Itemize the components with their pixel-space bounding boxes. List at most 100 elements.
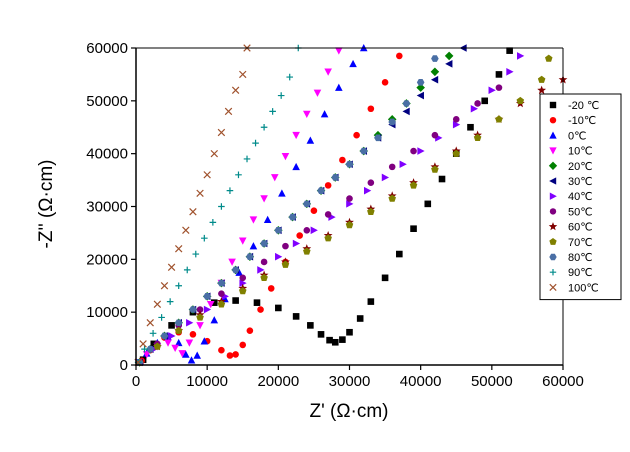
data-point: [473, 133, 482, 142]
data-point: [537, 75, 546, 83]
data-point: [226, 352, 234, 359]
data-point: [260, 258, 268, 266]
data-point: [275, 252, 283, 261]
y-tick-label: 60000: [86, 40, 128, 57]
data-point: [232, 297, 239, 304]
data-point: [193, 351, 201, 359]
data-point: [303, 247, 311, 255]
legend-label: 100℃: [568, 282, 599, 294]
data-point: [470, 104, 479, 113]
series-11: [134, 44, 302, 366]
data-point: [210, 299, 218, 306]
data-point: [381, 173, 390, 182]
data-point: [307, 322, 314, 329]
data-point: [402, 107, 410, 116]
data-point: [306, 136, 315, 144]
data-point: [495, 71, 503, 78]
data-point: [438, 175, 446, 183]
data-point: [232, 351, 239, 358]
data-point: [235, 171, 242, 179]
data-point: [474, 100, 481, 107]
data-point: [243, 155, 251, 163]
data-point: [200, 337, 209, 345]
data-point: [269, 108, 276, 115]
x-tick-label: 40000: [400, 373, 442, 390]
data-point: [160, 332, 169, 340]
legend-marker: [549, 147, 557, 155]
data-point: [185, 339, 194, 347]
data-point: [444, 51, 454, 61]
data-point: [331, 174, 340, 181]
plot-layer: [134, 44, 568, 367]
legend-label: 60℃: [568, 222, 593, 234]
data-point: [153, 342, 162, 350]
x-tick-label: 60000: [542, 373, 584, 390]
y-tick-label: 0: [120, 357, 128, 374]
data-point: [506, 47, 513, 54]
data-point: [160, 282, 169, 290]
data-point: [381, 274, 389, 282]
data-point: [367, 179, 375, 187]
data-point: [174, 319, 183, 327]
data-point: [335, 83, 343, 91]
data-point: [517, 52, 525, 60]
data-point: [402, 100, 411, 107]
series-10: [135, 55, 439, 366]
data-point: [310, 226, 318, 235]
data-point: [217, 128, 226, 137]
data-point: [174, 326, 183, 334]
legend-label: 90℃: [568, 267, 593, 279]
data-point: [431, 55, 439, 62]
data-point: [228, 258, 236, 266]
data-point: [218, 203, 225, 210]
data-point: [349, 59, 357, 68]
data-point: [381, 79, 389, 86]
data-point: [239, 341, 247, 349]
data-point: [388, 163, 396, 171]
legend-label: 10℃: [568, 146, 593, 158]
data-point: [537, 85, 547, 94]
data-point: [196, 306, 204, 313]
series-2: [136, 44, 368, 366]
data-point: [217, 279, 226, 287]
data-point: [257, 306, 264, 313]
data-point: [231, 86, 240, 94]
data-point: [257, 266, 265, 274]
data-point: [238, 237, 247, 245]
data-point: [324, 68, 332, 76]
data-point: [331, 338, 339, 346]
data-point: [410, 147, 417, 155]
data-point: [346, 328, 353, 336]
legend-marker: [549, 117, 557, 124]
data-point: [189, 208, 197, 216]
data-point: [288, 213, 297, 221]
data-point: [292, 162, 300, 171]
data-point: [263, 215, 272, 224]
data-point: [196, 189, 204, 198]
data-point: [235, 268, 243, 276]
data-point: [196, 313, 204, 321]
data-point: [346, 200, 354, 208]
data-point: [238, 287, 247, 295]
data-point: [183, 266, 191, 274]
data-point: [367, 207, 375, 215]
data-point: [286, 73, 294, 81]
data-point: [359, 147, 368, 155]
data-point: [467, 123, 474, 131]
data-point: [189, 306, 197, 313]
data-point: [142, 351, 151, 359]
data-point: [282, 242, 289, 250]
data-point: [226, 187, 234, 194]
legend-marker: [549, 131, 557, 139]
x-tick-label: 50000: [471, 373, 513, 390]
data-point: [281, 153, 290, 161]
data-point: [409, 181, 418, 189]
data-point: [339, 156, 346, 164]
data-point: [192, 250, 200, 258]
data-point: [277, 92, 285, 99]
legend-label: 0℃: [568, 130, 586, 142]
data-point: [430, 75, 439, 84]
data-point: [317, 187, 325, 194]
data-point: [488, 86, 496, 95]
data-point: [545, 54, 553, 62]
